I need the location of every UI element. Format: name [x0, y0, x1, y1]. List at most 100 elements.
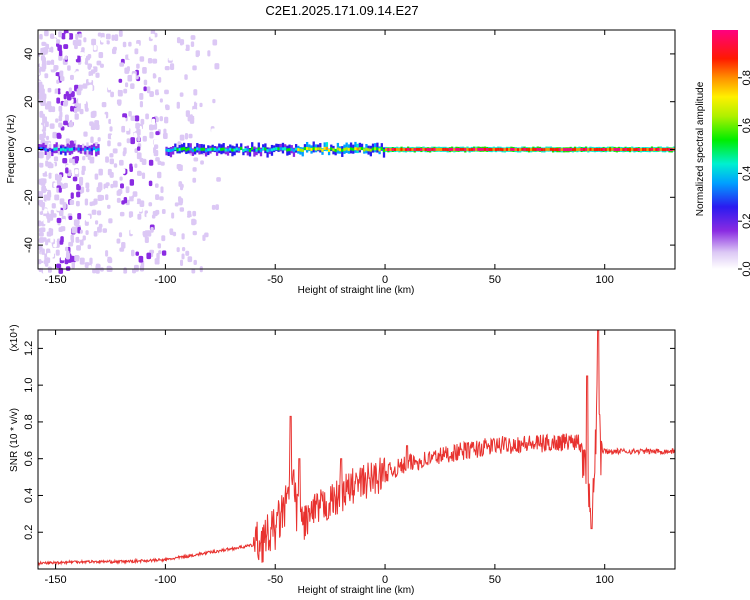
heatmap-cell — [54, 194, 60, 201]
heatmap-cell — [250, 264, 255, 269]
heatmap-carrier-layer — [38, 141, 676, 158]
heatmap-carrier-core — [571, 148, 575, 152]
heatmap-cell — [90, 136, 94, 144]
heatmap-cell — [91, 201, 96, 206]
heatmap-carrier-core — [169, 149, 173, 153]
heatmap-cell — [159, 116, 163, 122]
heatmap-cell — [39, 168, 45, 173]
heatmap-cell — [223, 135, 227, 143]
heatmap-cell — [77, 73, 81, 80]
heatmap-cell — [181, 253, 185, 260]
heatmap-carrier-core — [664, 148, 667, 152]
heatmap-cell — [98, 168, 103, 176]
heatmap-cell — [38, 232, 44, 237]
heatmap-cell — [134, 115, 140, 122]
heatmap-cell — [107, 83, 112, 91]
heatmap-cell — [78, 33, 83, 38]
heatmap-cell — [162, 151, 166, 157]
heatmap-cell — [75, 220, 80, 227]
heatmap-carrier-core — [352, 147, 355, 151]
colorbar: 0.0 0.2 0.4 0.6 0.8 Normalized spectral ampl… — [695, 30, 750, 277]
heatmap-cell — [191, 218, 196, 226]
heatmap-carrier-core — [400, 147, 403, 151]
heatmap-carrier-core — [646, 148, 649, 152]
heatmap-cell — [174, 202, 179, 207]
heatmap-cell — [138, 255, 144, 263]
heatmap-cell — [53, 51, 58, 56]
heatmap-cell — [112, 229, 116, 235]
heatmap-cell — [92, 167, 96, 173]
heatmap-carrier-core — [213, 147, 217, 151]
heatmap-carrier-core — [494, 148, 498, 152]
heatmap-cell — [219, 205, 225, 212]
heatmap-cell — [87, 166, 92, 172]
heatmap-y-axis: -40 -20 0 20 40 — [23, 48, 675, 253]
heatmap-carrier-core — [633, 148, 636, 152]
heatmap-carrier-core — [527, 148, 531, 152]
heatmap-carrier-core — [40, 147, 43, 151]
heatmap-cell — [98, 231, 103, 237]
heatmap-cell — [137, 221, 143, 228]
heatmap-carrier-halo — [51, 148, 54, 157]
heatmap-cell — [118, 83, 123, 90]
heatmap-cell — [138, 171, 142, 176]
heatmap-cell — [112, 46, 117, 51]
heatmap-cell — [60, 254, 65, 261]
heatmap-cell — [197, 39, 201, 46]
heatmap-carrier-core — [275, 147, 278, 151]
heatmap-carrier-core — [224, 148, 228, 152]
heatmap-cell — [63, 182, 68, 189]
heatmap-cell — [200, 160, 204, 165]
snr-y-tick-label: 0.6 — [23, 451, 35, 466]
heatmap-cell — [98, 223, 103, 228]
heatmap-carrier-core — [519, 148, 522, 152]
heatmap-cell — [148, 180, 153, 187]
heatmap-cell — [128, 156, 132, 162]
heatmap-cell — [94, 173, 99, 180]
heatmap-cell — [218, 251, 223, 258]
heatmap-cell — [211, 105, 216, 111]
heatmap-cell — [155, 194, 160, 201]
heatmap-cell — [251, 132, 255, 139]
heatmap-cell — [134, 48, 139, 55]
heatmap-carrier-core — [514, 148, 517, 152]
heatmap-cell — [126, 249, 131, 256]
heatmap-carrier-core — [598, 147, 601, 151]
heatmap-cell — [176, 247, 180, 253]
heatmap-cell — [38, 238, 43, 243]
heatmap-carrier-core — [73, 147, 76, 151]
heatmap-cell — [86, 187, 90, 193]
heatmap-cell — [129, 165, 133, 173]
heatmap-cell — [97, 32, 102, 37]
heatmap-carrier-core — [347, 147, 351, 151]
heatmap-carrier-core — [492, 147, 495, 151]
heatmap-cell — [167, 160, 171, 168]
heatmap-cell — [132, 268, 136, 274]
heatmap-cell — [70, 255, 75, 263]
heatmap-cell — [177, 229, 182, 235]
heatmap-cell — [164, 116, 169, 124]
heatmap-carrier-core — [409, 148, 412, 152]
heatmap-cell — [60, 88, 65, 94]
heatmap-carrier-core — [246, 148, 249, 152]
heatmap-carrier-core — [294, 147, 298, 151]
heatmap-cell — [65, 167, 69, 174]
snr-y-tick-label: 0.2 — [23, 525, 35, 540]
heatmap-cell — [187, 210, 192, 217]
heatmap-cell — [136, 63, 140, 69]
heatmap-cell — [148, 202, 153, 207]
heatmap-cell — [78, 96, 82, 104]
heatmap-carrier-core — [332, 148, 335, 152]
heatmap-cell — [121, 241, 126, 249]
heatmap-cell — [84, 138, 89, 144]
heatmap-cell — [95, 220, 99, 225]
heatmap-carrier-core — [545, 147, 548, 151]
heatmap-carrier-core — [479, 147, 482, 151]
heatmap-carrier-core — [543, 148, 546, 152]
heatmap-cell — [43, 268, 48, 274]
heatmap-carrier-core — [628, 148, 632, 152]
heatmap-cell — [51, 203, 56, 209]
heatmap-cell — [179, 39, 185, 46]
heatmap-cell — [185, 110, 190, 117]
heatmap-carrier-core — [457, 147, 460, 151]
